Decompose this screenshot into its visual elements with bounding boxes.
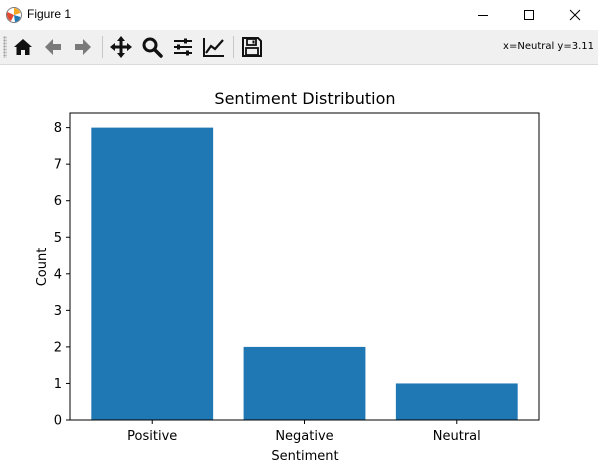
window-title: Figure 1 xyxy=(27,7,72,21)
bars-group xyxy=(91,127,518,420)
bar-positive xyxy=(91,127,214,420)
pan-icon xyxy=(110,36,132,58)
forward-arrow-icon xyxy=(75,39,91,55)
home-icon xyxy=(14,39,32,55)
y-tick-label: 7 xyxy=(54,158,62,173)
chart-title: Sentiment Distribution xyxy=(214,89,395,108)
save-icon xyxy=(242,37,262,57)
zoom-button[interactable] xyxy=(138,33,166,61)
maximize-icon xyxy=(524,10,534,20)
home-button[interactable] xyxy=(9,33,37,61)
edit-axis-button[interactable] xyxy=(200,33,228,61)
maximize-button[interactable] xyxy=(506,0,552,30)
back-arrow-icon xyxy=(45,39,61,55)
x-tick-label: Positive xyxy=(127,429,177,444)
toolbar-separator xyxy=(102,36,103,58)
matplotlib-figure-icon xyxy=(6,7,22,23)
y-tick-label: 6 xyxy=(54,194,62,209)
y-tick-label: 1 xyxy=(54,377,62,392)
title-bar: Figure 1 xyxy=(0,0,598,30)
y-tick-label: 4 xyxy=(54,267,62,282)
toolbar-separator xyxy=(233,36,234,58)
minimize-icon xyxy=(478,15,488,16)
y-tick-label: 0 xyxy=(54,414,62,429)
y-axis-ticks: 0 1 2 3 4 5 6 7 8 xyxy=(54,121,70,429)
y-tick-label: 8 xyxy=(54,121,62,136)
configure-subplots-button[interactable] xyxy=(169,33,197,61)
configure-subplots-icon xyxy=(174,38,192,56)
bar-negative xyxy=(243,346,366,420)
back-button[interactable] xyxy=(39,33,67,61)
close-icon xyxy=(569,9,581,21)
bar-neutral xyxy=(395,383,518,420)
x-tick-label: Negative xyxy=(275,429,333,444)
y-tick-label: 5 xyxy=(54,231,62,246)
save-button[interactable] xyxy=(238,33,266,61)
zoom-icon xyxy=(142,37,163,58)
y-tick-label: 3 xyxy=(54,304,62,319)
close-button[interactable] xyxy=(552,0,598,30)
toolbar-grip[interactable] xyxy=(3,36,7,58)
x-tick-label: Neutral xyxy=(433,429,481,444)
forward-button[interactable] xyxy=(69,33,97,61)
y-axis-label: Count xyxy=(35,248,50,287)
bar-chart[interactable]: Sentiment Distribution Positive Negative N… xyxy=(0,65,598,464)
edit-axis-icon xyxy=(203,38,224,57)
x-axis-ticks: Positive Negative Neutral xyxy=(127,420,481,444)
figure-canvas[interactable]: Sentiment Distribution Positive Negative N… xyxy=(0,65,598,464)
minimize-button[interactable] xyxy=(460,0,506,30)
navigation-toolbar xyxy=(0,30,598,65)
pan-button[interactable] xyxy=(107,33,135,61)
cursor-coordinates: x=Neutral y=3.11 xyxy=(503,41,594,52)
x-axis-label: Sentiment xyxy=(271,449,338,461)
y-tick-label: 2 xyxy=(54,340,62,355)
